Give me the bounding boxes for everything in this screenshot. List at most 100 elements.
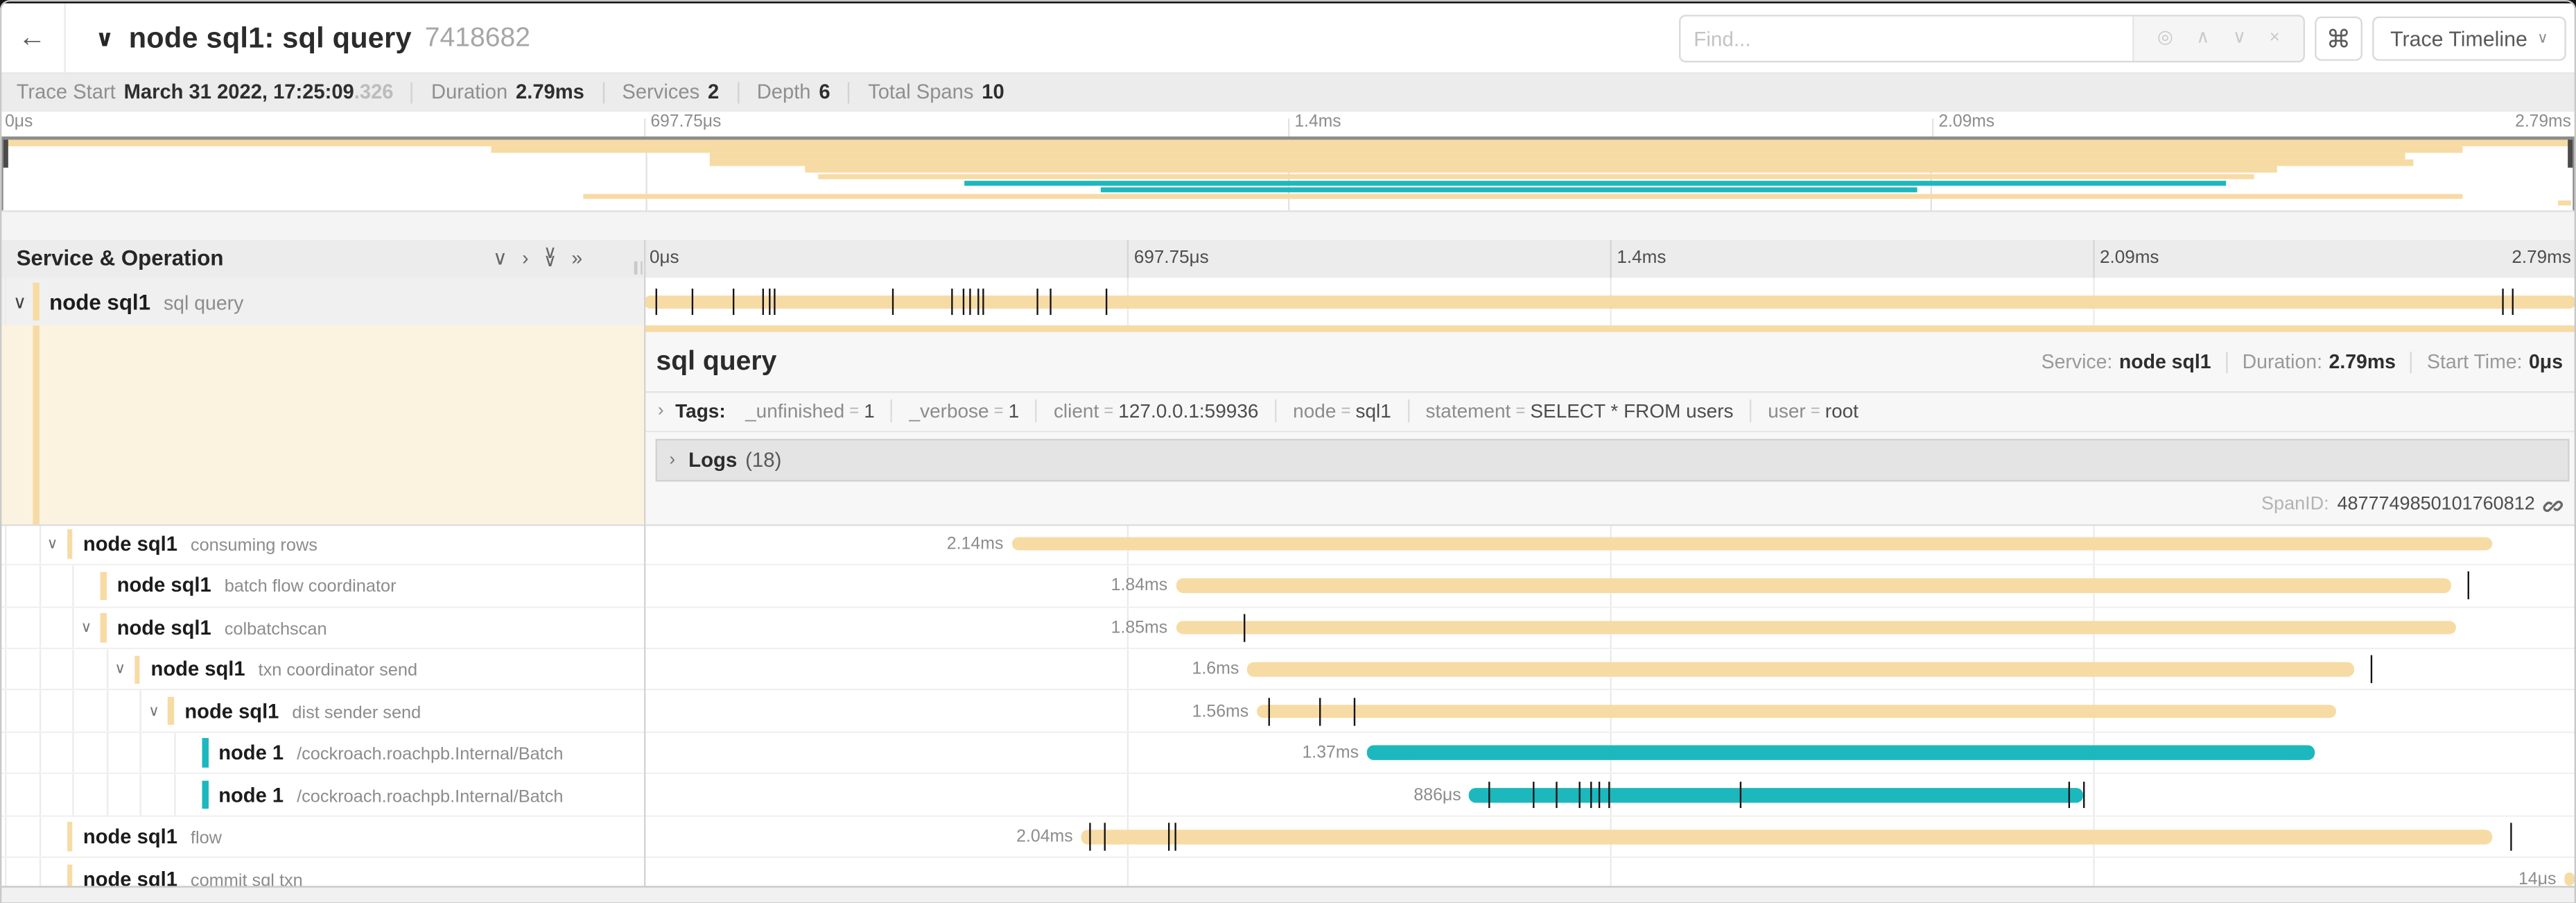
back-button[interactable]: ←	[0, 3, 66, 73]
span-color-bar	[202, 780, 209, 809]
span-bar[interactable]	[2564, 871, 2575, 886]
trace-timeline-view-dropdown[interactable]: Trace Timeline ∨	[2372, 16, 2566, 61]
page-title: node sql1: sql query	[128, 20, 412, 54]
minimap-canvas[interactable]	[1, 135, 2575, 216]
column-resizer-grip[interactable]	[634, 260, 643, 274]
log-tick	[1556, 781, 1558, 809]
span-duration-label: 1.84ms	[1111, 576, 1168, 596]
prev-result-icon[interactable]: ∧	[2196, 28, 2210, 48]
chevron-down-icon[interactable]: ∨	[148, 702, 159, 719]
expand-one-icon[interactable]: ∨	[492, 246, 507, 270]
ruler-tick-label: 2.09ms	[1938, 112, 1995, 131]
span-bar[interactable]	[1176, 578, 2451, 593]
span-row-name-cell[interactable]: node sql1 batch flow coordinator	[0, 565, 645, 606]
span-row-timeline-cell: 1.84ms	[644, 565, 2576, 606]
separator	[411, 81, 413, 103]
log-tick	[1106, 288, 1108, 316]
chevron-down-icon: ∨	[2537, 29, 2548, 46]
span-operation-name: dist sender send	[292, 703, 421, 723]
span-service-name: node sql1 txn coordinator send	[150, 657, 418, 681]
minimap-span	[710, 153, 2406, 160]
indent-guide	[5, 524, 7, 565]
log-tick	[1353, 697, 1355, 725]
span-row-name-cell[interactable]: node 1/cockroach.roachpb.Internal/Batch	[0, 775, 645, 816]
span-row-name-cell[interactable]: ∨ node sql1 colbatchscan	[0, 607, 645, 648]
chevron-down-icon[interactable]: ∨	[12, 292, 27, 313]
span-row-name-cell[interactable]: ∨ node sql1 sql query	[0, 277, 645, 326]
tag-key: node	[1293, 399, 1337, 423]
span-bar[interactable]	[644, 295, 2576, 309]
collapse-all-icon[interactable]: »	[571, 246, 583, 270]
span-duration-label: 1.56ms	[1192, 701, 1249, 721]
span-bar[interactable]	[1247, 662, 2354, 677]
span-row-name-cell[interactable]: node 1/cockroach.roachpb.Internal/Batch	[0, 732, 645, 773]
chevron-down-icon[interactable]: ∨	[114, 660, 126, 677]
indent-guide	[38, 816, 41, 857]
start-time-label: Start Time:	[2427, 350, 2523, 374]
tags-label: Tags:	[675, 399, 726, 423]
indent-guide	[38, 732, 41, 773]
indent-guide	[140, 691, 142, 732]
span-bar[interactable]	[1366, 745, 2315, 761]
minimap-left-drag-handle[interactable]	[3, 139, 8, 167]
span-meta: Service: node sql1 Duration: 2.79ms Star…	[2042, 350, 2563, 373]
ruler-tick-label: 2.79ms	[2512, 248, 2571, 268]
copy-link-icon[interactable]	[2543, 494, 2565, 515]
collapse-one-icon[interactable]: ›	[522, 246, 529, 270]
span-bar[interactable]	[1081, 829, 2494, 844]
timeline-gridline	[1127, 649, 1129, 690]
locate-icon[interactable]: ◎	[2157, 28, 2173, 48]
span-row-timeline-cell: 886μs	[644, 775, 2576, 816]
minimap-span	[2557, 200, 2572, 207]
tag-key: _unfinished	[745, 399, 845, 423]
column-divider[interactable]	[644, 239, 647, 886]
span-id-row: SpanID: 4877749850101760812	[2261, 494, 2564, 515]
span-bar[interactable]	[1469, 787, 2084, 803]
tags-accordion[interactable]: › Tags: _unfinished = 1 _verbose = 1 client = 12…	[644, 392, 2576, 433]
timeline-gridline	[2093, 775, 2095, 816]
trace-summary-bar: Trace Start March 31 2022, 17:25:09.326 Du…	[0, 74, 2576, 113]
clear-search-icon[interactable]: ×	[2269, 28, 2280, 48]
chevron-down-icon[interactable]: ∨	[46, 534, 58, 551]
span-detail-header: sql query Service: node sql1 Duration: 2…	[644, 332, 2576, 393]
span-row-name-cell[interactable]: ∨ node sql1 consuming rows	[0, 524, 645, 565]
log-tick	[2371, 655, 2374, 684]
span-row-name-cell[interactable]: node sql1 flow	[0, 816, 645, 857]
log-tick	[1488, 781, 1490, 809]
span-operation-name: colbatchscan	[224, 619, 327, 639]
expand-all-icon[interactable]: ∨ ∨	[543, 243, 557, 272]
chevron-down-icon[interactable]: ∨	[80, 618, 92, 635]
logs-accordion[interactable]: › Logs (18)	[656, 438, 2570, 483]
minimap-right-drag-handle[interactable]	[2568, 139, 2573, 167]
find-input[interactable]	[1680, 16, 2133, 61]
span-bar[interactable]	[1257, 704, 2337, 719]
ruler-tick-label: 0μs	[650, 248, 679, 268]
tag-value: SELECT * FROM users	[1530, 399, 1734, 423]
log-tick	[891, 288, 894, 316]
span-bar[interactable]	[1176, 620, 2457, 635]
equals-sign: =	[1515, 402, 1526, 421]
trace-collapse-chevron-icon[interactable]: ∨	[95, 24, 114, 51]
timeline-gridline	[1127, 607, 1129, 648]
log-tick	[982, 288, 984, 316]
span-bar[interactable]	[1011, 537, 2494, 551]
span-service-name: node sql1 sql query	[49, 289, 244, 314]
timeline-gridline	[1127, 775, 1129, 816]
span-operation-name: batch flow coordinator	[224, 577, 397, 597]
ruler-tick-label: 2.79ms	[2515, 112, 2571, 131]
span-row-name-cell[interactable]: ∨ node sql1 txn coordinator send	[0, 649, 645, 690]
minimap-span	[584, 193, 2462, 200]
indent-guide	[5, 607, 7, 648]
timeline-gridline	[1127, 732, 1129, 773]
span-service-name: node sql1 dist sender send	[184, 699, 421, 723]
span-color-bar	[168, 696, 175, 726]
minimap-span	[964, 180, 2226, 187]
span-color-bar	[101, 571, 107, 601]
log-tick	[690, 288, 693, 316]
span-row-name-cell[interactable]: ∨ node sql1 dist sender send	[0, 691, 645, 732]
keyboard-shortcuts-button[interactable]: ⌘	[2315, 16, 2362, 61]
next-result-icon[interactable]: ∨	[2232, 28, 2247, 48]
span-operation-title: sql query	[656, 346, 777, 376]
service-operation-column-title: Service & Operation	[16, 246, 224, 271]
